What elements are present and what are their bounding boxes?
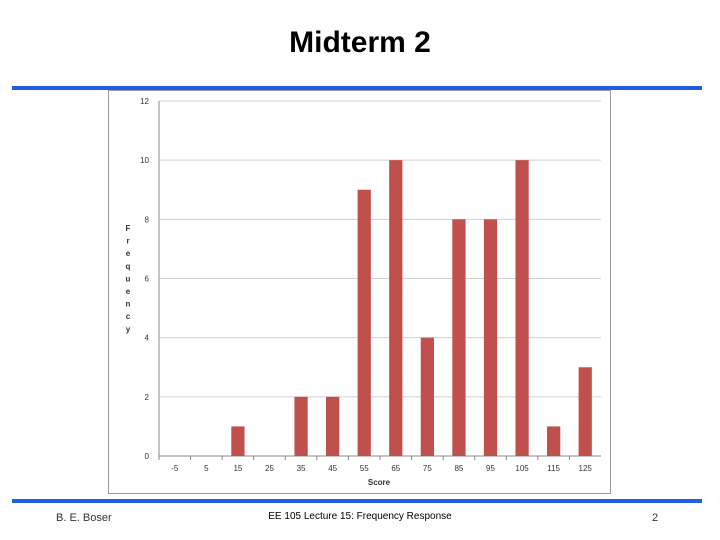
x-tick-label: 85 [454, 464, 463, 473]
footer-lecture-title: EE 105 Lecture 15: Frequency Response [268, 511, 452, 522]
x-tick-label: 125 [579, 464, 593, 473]
bottom-divider [12, 499, 702, 503]
page-number: 2 [652, 512, 659, 524]
bar [578, 367, 592, 456]
x-tick-label: 75 [423, 464, 432, 473]
x-axis-label: Score [368, 478, 391, 487]
x-tick-label: 55 [360, 464, 369, 473]
y-tick-label: 4 [145, 334, 150, 343]
chart-frame: 0 2 4 6 8 10 12 -5 5 15 25 35 45 55 65 75 85 95 105 115 125 S… [108, 90, 611, 494]
bar [294, 396, 308, 456]
bar [420, 337, 434, 456]
x-tick-label: 115 [547, 464, 560, 473]
y-tick-label: 8 [145, 215, 150, 224]
x-tick-label: 105 [515, 464, 529, 473]
x-tick-label: -5 [171, 464, 179, 473]
bar [326, 396, 340, 456]
y-tick-label: 6 [145, 275, 150, 284]
x-tick-label: 65 [391, 464, 400, 473]
y-tick-label: 10 [140, 156, 149, 165]
frequency-bar-chart: 0 2 4 6 8 10 12 -5 5 15 25 35 45 55 65 75 85 95 105 115 125 S… [126, 97, 601, 487]
x-tick-label: 5 [204, 464, 209, 473]
y-tick-label: 2 [145, 393, 150, 402]
bar [357, 189, 371, 456]
bar [452, 219, 466, 456]
bar [389, 160, 403, 456]
bar [547, 426, 561, 456]
x-tick-label: 95 [486, 464, 495, 473]
bar [515, 160, 529, 456]
bar [231, 426, 245, 456]
y-tick-label: 0 [145, 452, 150, 461]
x-tick-label: 15 [233, 464, 242, 473]
x-tick-label: 35 [297, 464, 306, 473]
bar [483, 219, 498, 456]
footer-author: B. E. Boser [56, 512, 112, 524]
x-tick-label: 25 [265, 464, 274, 473]
y-tick-label: 12 [140, 97, 149, 106]
slide-title: Midterm 2 [289, 26, 431, 59]
x-tick-label: 45 [328, 464, 337, 473]
top-divider [12, 86, 702, 90]
